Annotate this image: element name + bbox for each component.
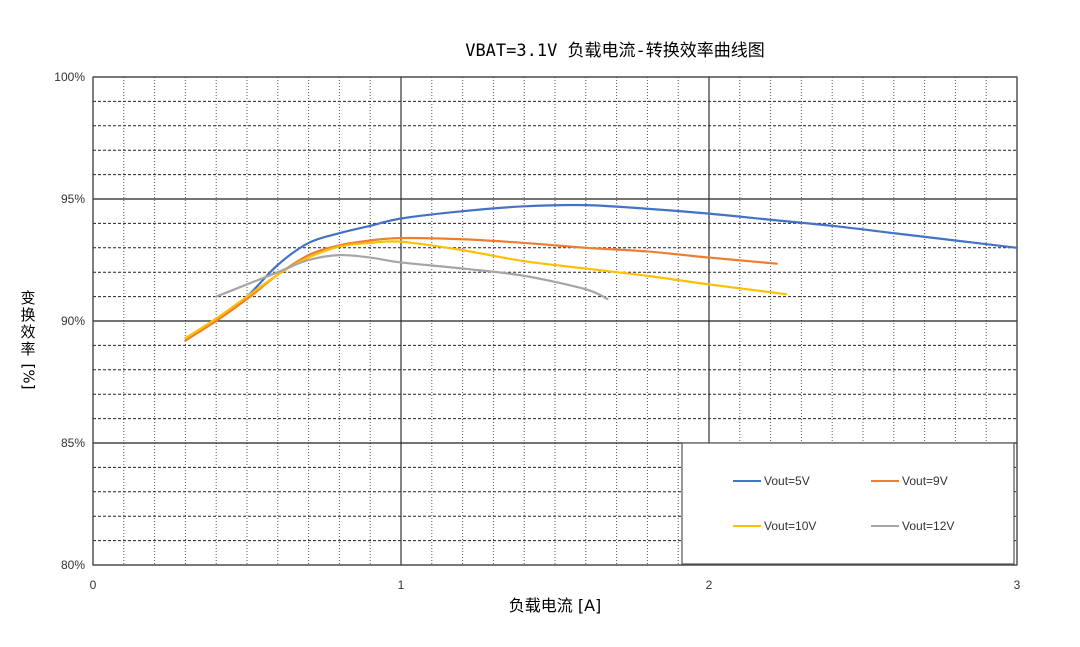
- y-tick-label: 90%: [61, 314, 85, 328]
- series-line-vout-5v: [215, 203, 1019, 323]
- plot-border: [92, 76, 1018, 566]
- y-axis-label-char: 率: [20, 340, 36, 358]
- y-axis-label-char: 变: [20, 289, 36, 307]
- x-tick-label: 2: [706, 578, 713, 592]
- series-line-vout-9v: [184, 236, 778, 342]
- x-tick-label: 1: [398, 578, 405, 592]
- legend-label: Vout=10V: [764, 519, 816, 533]
- legend: Vout=5V Vout=9V Vout=10V Vout=12V: [681, 442, 1015, 565]
- y-axis-label-char: 效: [20, 323, 36, 341]
- axis-ticks: 80% 85% 90% 95% 100% 0 1 2 3: [54, 70, 1020, 592]
- legend-box: [681, 442, 1015, 565]
- legend-label: Vout=9V: [902, 474, 948, 488]
- series-line-vout-10v: [184, 240, 788, 340]
- y-tick-label: 85%: [61, 436, 85, 450]
- y-axis-label-char: 换: [20, 306, 36, 324]
- series-lines: [184, 203, 1019, 342]
- y-axis-label: 变 换 效 率 [%]: [14, 289, 42, 390]
- x-tick-label: 0: [90, 578, 97, 592]
- x-axis-label: 负载电流 [A]: [508, 596, 602, 615]
- legend-label: Vout=5V: [764, 474, 810, 488]
- series-line-vout-12v: [215, 253, 609, 301]
- x-tick-label: 3: [1014, 578, 1021, 592]
- legend-label: Vout=12V: [902, 519, 954, 533]
- chart-title: VBAT=3.1V 负载电流-转换效率曲线图: [465, 41, 765, 61]
- y-tick-label: 100%: [54, 70, 85, 84]
- y-tick-label: 95%: [61, 192, 85, 206]
- y-tick-label: 80%: [61, 558, 85, 572]
